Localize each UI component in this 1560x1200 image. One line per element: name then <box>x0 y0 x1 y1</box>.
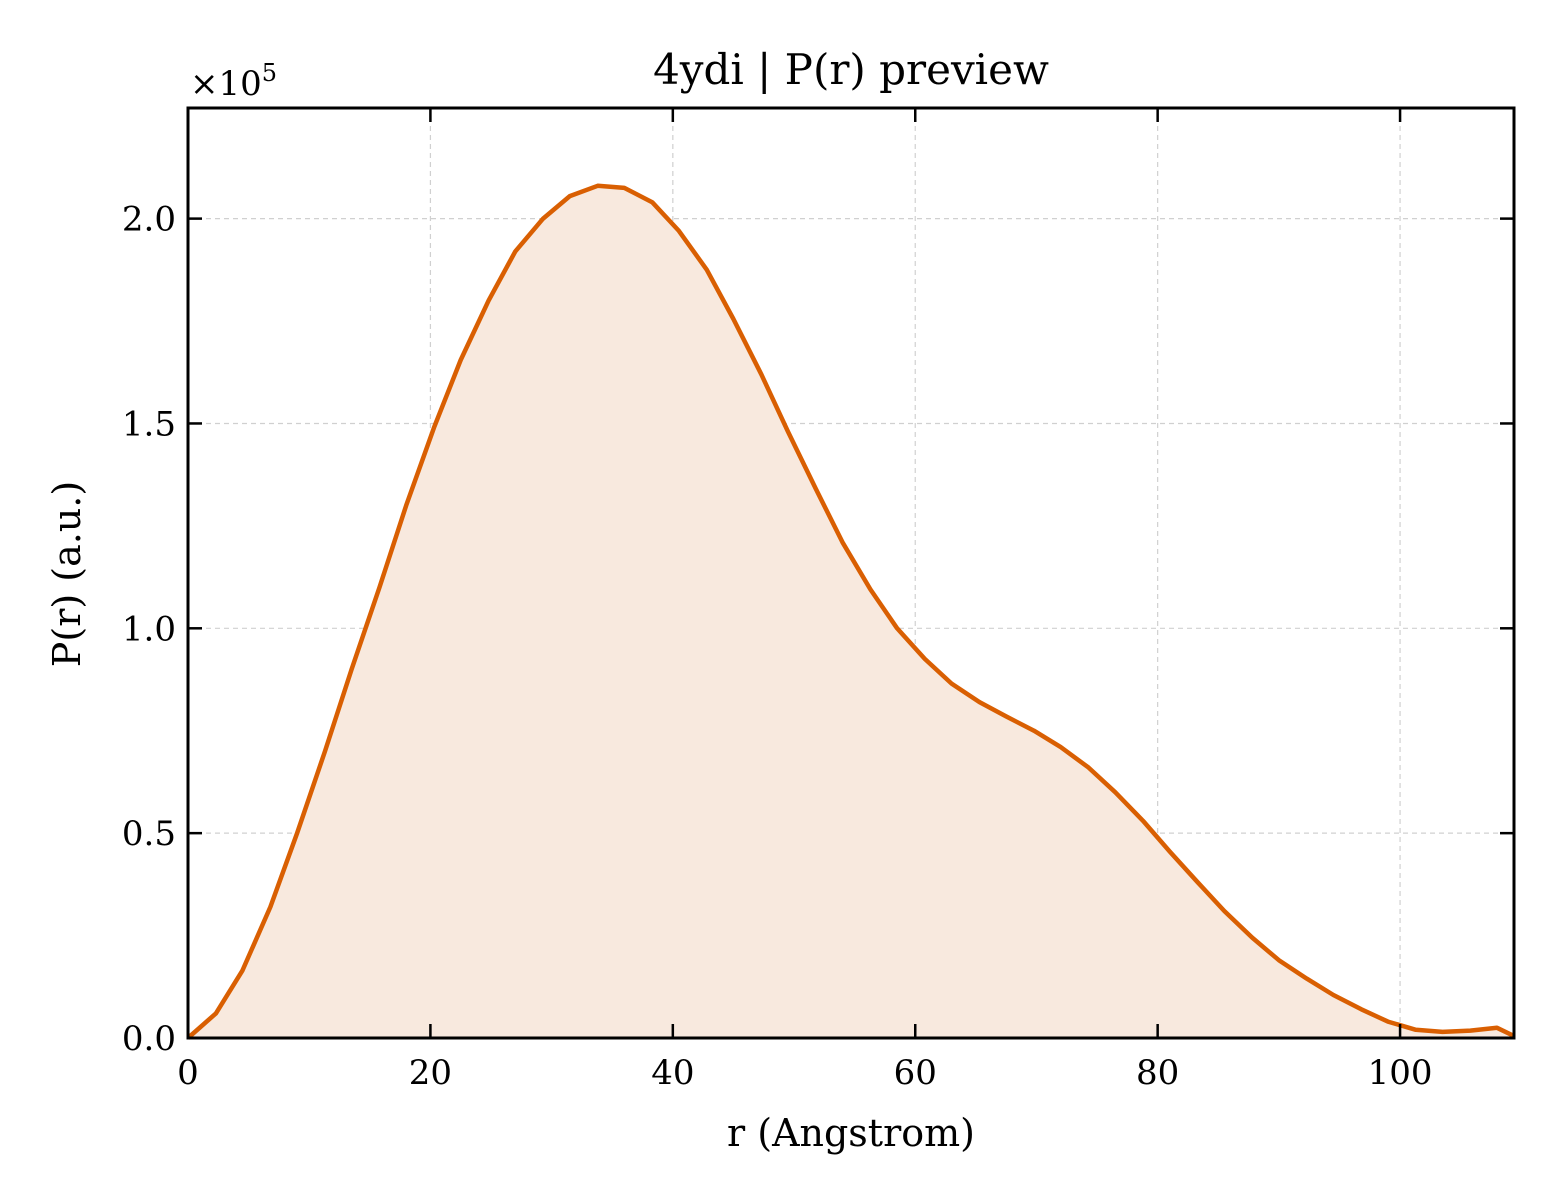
data-point <box>1495 1026 1499 1030</box>
x-tick-label: 60 <box>894 1053 937 1093</box>
y-multiplier-base: ×10 <box>190 64 262 104</box>
data-point <box>977 700 981 704</box>
data-point <box>923 657 927 661</box>
data-point <box>1004 714 1008 718</box>
data-point <box>1331 993 1335 997</box>
data-point <box>323 749 327 753</box>
x-axis-label: r (Angstrom) <box>727 1111 975 1155</box>
data-point <box>1141 819 1145 823</box>
data-point <box>622 186 626 190</box>
data-point <box>1032 729 1036 733</box>
data-point <box>949 681 953 685</box>
data-point <box>1195 880 1199 884</box>
data-point <box>731 317 735 321</box>
data-point <box>1305 976 1309 980</box>
data-point <box>432 425 436 429</box>
y-tick-label: 2.0 <box>122 200 176 240</box>
x-tick-label: 100 <box>1368 1053 1433 1093</box>
data-point <box>404 503 408 507</box>
data-point <box>214 1011 218 1015</box>
data-point <box>486 298 490 302</box>
data-point <box>1414 1028 1418 1032</box>
data-point <box>840 540 844 544</box>
y-tick-label: 0.0 <box>122 1019 176 1059</box>
data-point <box>1386 1019 1390 1023</box>
x-tick-label: 40 <box>651 1053 694 1093</box>
data-point <box>814 487 818 491</box>
data-point <box>895 626 899 630</box>
data-point <box>786 429 790 433</box>
data-point <box>595 184 599 188</box>
x-tick-label: 0 <box>177 1053 199 1093</box>
data-point <box>1113 790 1117 794</box>
data-point <box>1440 1030 1444 1034</box>
y-tick-label: 1.5 <box>122 404 176 444</box>
data-point <box>459 358 463 362</box>
data-point <box>349 667 353 671</box>
data-point <box>1058 745 1062 749</box>
data-point <box>1168 849 1172 853</box>
data-point <box>1359 1007 1363 1011</box>
plot-frame <box>186 106 1516 1040</box>
data-point <box>650 200 654 204</box>
x-tick-label: 80 <box>1136 1053 1179 1093</box>
series-line <box>186 183 1515 1040</box>
y-tick-label: 1.0 <box>122 609 176 649</box>
data-point <box>677 229 681 233</box>
y-axis-label: P(r) (a.u.) <box>45 481 89 667</box>
data-point <box>759 372 763 376</box>
data-point <box>377 585 381 589</box>
data-point <box>1222 909 1226 913</box>
x-tick-label: 20 <box>409 1053 452 1093</box>
data-point <box>1086 765 1090 769</box>
data-point <box>868 587 872 591</box>
data-point <box>1250 935 1254 939</box>
data-point <box>1468 1028 1472 1032</box>
y-multiplier-exponent: 5 <box>262 59 277 87</box>
series-area-fill <box>188 185 1514 1039</box>
y-axis-multiplier: ×105 <box>190 59 277 104</box>
data-point <box>541 216 545 220</box>
y-tick-label: 0.5 <box>122 814 176 854</box>
data-point <box>1277 958 1281 962</box>
chart-title: 4ydi | P(r) preview <box>653 45 1049 94</box>
data-point <box>240 968 244 972</box>
data-point <box>705 268 709 272</box>
data-point <box>568 194 572 198</box>
data-point <box>268 905 272 909</box>
data-point <box>513 249 517 253</box>
axis-ticks: 0 20 40 60 80 100 0.0 0.5 1.0 1.5 2.0 <box>122 108 1514 1093</box>
data-point <box>295 831 299 835</box>
